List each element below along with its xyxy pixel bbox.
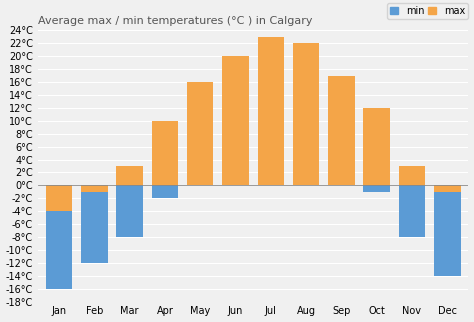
Bar	[434, 185, 461, 276]
Bar	[116, 166, 143, 185]
Bar	[152, 121, 178, 185]
Bar	[187, 166, 213, 185]
Bar	[81, 185, 108, 192]
Bar	[116, 185, 143, 237]
Bar	[328, 76, 355, 185]
Bar	[46, 185, 72, 211]
Text: Average max / min temperatures (°C ) in Calgary: Average max / min temperatures (°C ) in …	[38, 15, 312, 25]
Bar	[364, 185, 390, 192]
Bar	[152, 185, 178, 198]
Bar	[222, 56, 249, 185]
Bar	[399, 166, 425, 185]
Bar	[81, 185, 108, 263]
Bar	[434, 185, 461, 192]
Bar	[222, 140, 249, 185]
Bar	[364, 108, 390, 185]
Bar	[328, 160, 355, 185]
Bar	[187, 82, 213, 185]
Legend: min, max: min, max	[387, 3, 468, 19]
Bar	[399, 185, 425, 237]
Bar	[257, 127, 284, 185]
Bar	[46, 185, 72, 289]
Bar	[293, 43, 319, 185]
Bar	[293, 134, 319, 185]
Bar	[257, 37, 284, 185]
